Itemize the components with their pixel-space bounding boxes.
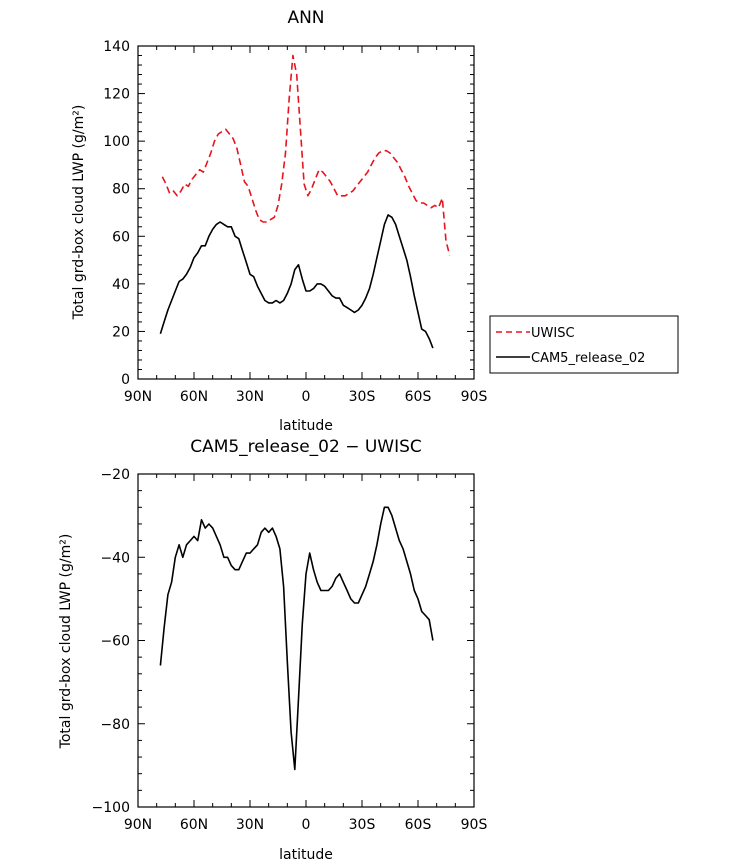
x-axis-title: latitude xyxy=(279,847,333,863)
x-tick-label: 60S xyxy=(405,389,432,405)
x-tick-label: 90S xyxy=(461,817,488,833)
y-axis-title: Total grd-box cloud LWP (g/m²) xyxy=(71,105,87,321)
y-axis: 90N 60N 30N 0 30S 60S 90S −100 −80 −60 −40 −20 xyxy=(92,467,488,833)
y-tick-label: −80 xyxy=(100,717,130,733)
x-tick-label: 90S xyxy=(461,389,488,405)
x-tick-label: 90N xyxy=(124,389,152,405)
y-tick-label: 80 xyxy=(112,182,130,198)
y-tick-label: −100 xyxy=(92,800,130,816)
x-tick-label: 30S xyxy=(349,389,376,405)
y-axis-title: Total grd-box cloud LWP (g/m²) xyxy=(58,534,74,750)
x-tick-label: 60S xyxy=(405,817,432,833)
series-group xyxy=(159,506,434,771)
x-tick-label: 60N xyxy=(180,817,208,833)
x-axis-title: latitude xyxy=(279,418,333,434)
x-tick-label: 30N xyxy=(236,389,264,405)
panel-difference-lwp: CAM5_release_02 − UWISC 90N 60N 30N 0 30S 60S… xyxy=(58,437,487,863)
y-tick-label: −20 xyxy=(100,467,130,483)
chart-title: CAM5_release_02 − UWISC xyxy=(190,437,422,457)
chart-title: ANN xyxy=(287,8,324,28)
series-line-uwisc xyxy=(161,54,451,256)
panel-annual-lwp: ANN 90N 60N 30N 0 30S 60S 90S 0 20 40 60 80 100 120 14… xyxy=(71,8,487,434)
plot-frame xyxy=(137,473,475,808)
y-tick-label: 60 xyxy=(112,229,130,245)
y-tick-label: 100 xyxy=(103,134,130,150)
x-tick-label: 0 xyxy=(302,817,311,833)
legend-label-uwisc: UWISC xyxy=(531,326,575,341)
x-tick-label: 30N xyxy=(236,817,264,833)
y-tick-label: −40 xyxy=(100,550,130,566)
y-tick-label: −60 xyxy=(100,634,130,650)
x-tick-label: 90N xyxy=(124,817,152,833)
y-tick-label: 120 xyxy=(103,87,130,103)
x-tick-label: 0 xyxy=(302,389,311,405)
legend-box xyxy=(489,315,679,374)
y-tick-label: 140 xyxy=(103,39,130,55)
y-tick-label: 0 xyxy=(121,372,130,388)
series-line-cam5-release-02 xyxy=(159,214,434,349)
x-tick-label: 30S xyxy=(349,817,376,833)
series-line-cam5-release-02-uwisc xyxy=(159,506,434,771)
x-tick-label: 60N xyxy=(180,389,208,405)
plot-frame xyxy=(137,45,475,380)
legend-label-cam5: CAM5_release_02 xyxy=(531,351,645,366)
y-axis: 90N 60N 30N 0 30S 60S 90S 0 20 40 60 80 100 120 140 xyxy=(103,39,487,405)
series-group xyxy=(159,54,451,349)
y-tick-label: 40 xyxy=(112,277,130,293)
legend: UWISC CAM5_release_02 xyxy=(489,315,679,374)
y-tick-label: 20 xyxy=(112,324,130,340)
